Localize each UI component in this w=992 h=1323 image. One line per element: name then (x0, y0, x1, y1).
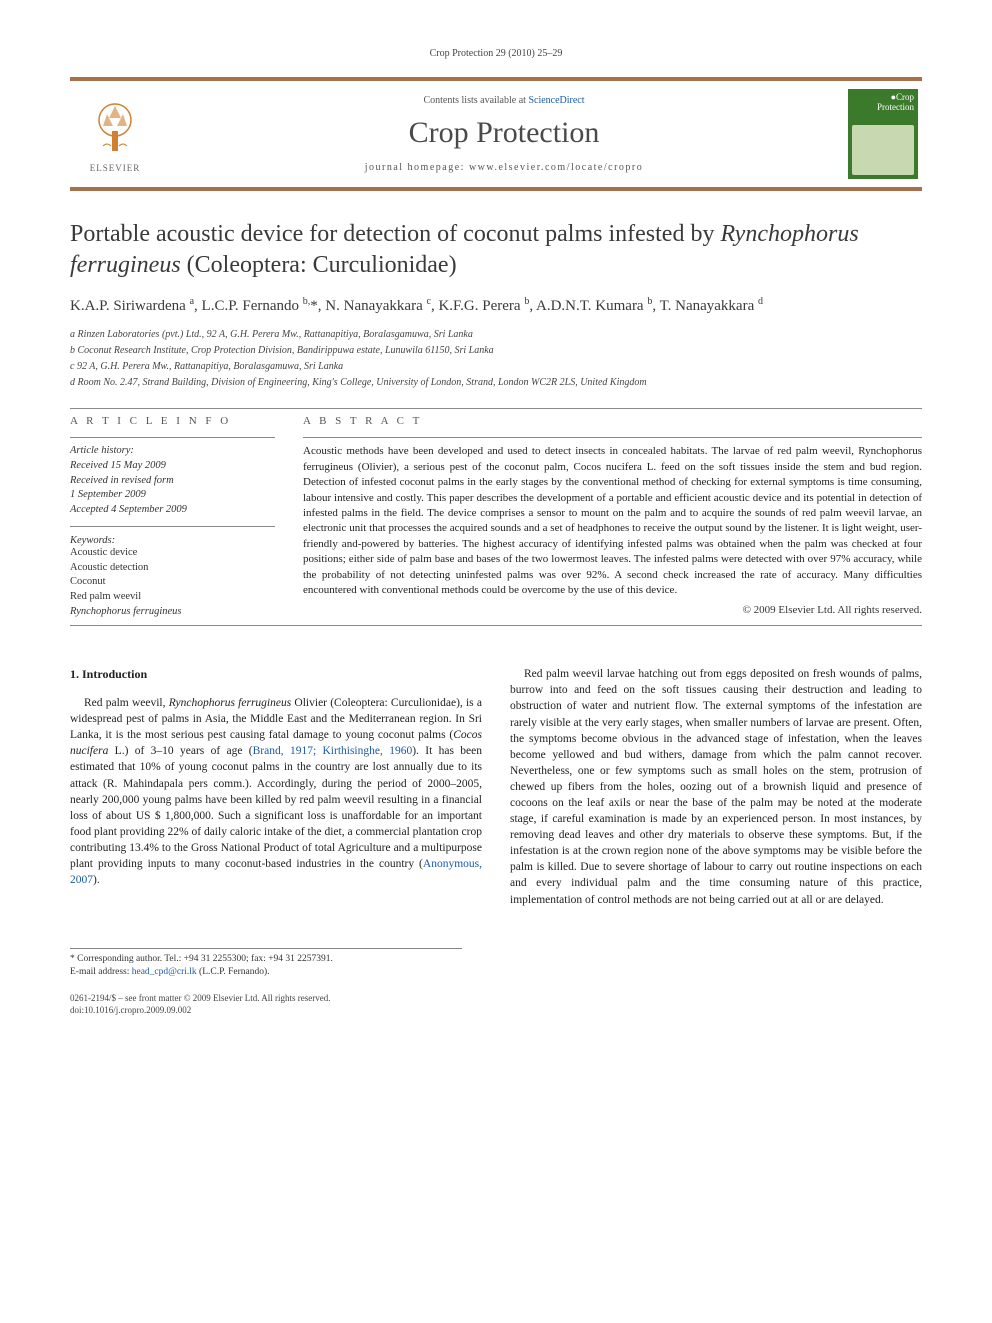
elsevier-logo: ELSEVIER (70, 96, 160, 173)
history-revised-date: 1 September 2009 (70, 488, 275, 503)
footnotes: * Corresponding author. Tel.: +94 31 225… (70, 948, 462, 980)
divider (70, 625, 922, 626)
running-header: Crop Protection 29 (2010) 25–29 (70, 48, 922, 59)
keyword-species: Rynchophorus ferrugineus (70, 605, 275, 620)
email-suffix: (L.C.P. Fernando). (197, 967, 270, 977)
page-root: Crop Protection 29 (2010) 25–29 ELSEVIER… (0, 0, 992, 1057)
sciencedirect-link[interactable]: ScienceDirect (528, 95, 584, 106)
affiliation-d: d Room No. 2.47, Strand Building, Divisi… (70, 375, 922, 390)
email-label: E-mail address: (70, 967, 132, 977)
contents-prefix: Contents lists available at (423, 95, 528, 106)
affiliation-b: b Coconut Research Institute, Crop Prote… (70, 343, 922, 358)
text: ). It has been estimated that 10% of you… (70, 745, 482, 870)
article-title: Portable acoustic device for detection o… (70, 219, 922, 281)
keywords-label: Keywords: (70, 535, 275, 546)
journal-title: Crop Protection (160, 116, 848, 150)
copyright-line: © 2009 Elsevier Ltd. All rights reserved… (303, 604, 922, 616)
citation-link[interactable]: Brand, 1917; Kirthisinghe, 1960 (253, 745, 413, 757)
body-col-left: 1. Introduction Red palm weevil, Rynchop… (70, 666, 482, 907)
keyword: Acoustic device (70, 546, 275, 561)
article-info-col: A R T I C L E I N F O Article history: R… (70, 415, 275, 619)
doi-line: doi:10.1016/j.cropro.2009.09.002 (70, 1005, 922, 1017)
keyword: Red palm weevil (70, 590, 275, 605)
history-accepted: Accepted 4 September 2009 (70, 503, 275, 518)
species-name: Rynchophorus ferrugineus (169, 697, 291, 709)
keywords-list: Acoustic device Acoustic detection Cocon… (70, 546, 275, 619)
body-columns: 1. Introduction Red palm weevil, Rynchop… (70, 666, 922, 907)
body-col-right: Red palm weevil larvae hatching out from… (510, 666, 922, 907)
elsevier-tree-icon (85, 96, 145, 156)
history-label: Article history: (70, 444, 275, 459)
cover-inner-art (852, 125, 914, 175)
journal-header-box: ELSEVIER Contents lists available at Sci… (70, 77, 922, 191)
divider (70, 437, 275, 438)
header-center: Contents lists available at ScienceDirec… (160, 95, 848, 173)
divider (70, 408, 922, 409)
cover-label-bottom: Protection (852, 103, 914, 113)
email-line: E-mail address: head_cpd@cri.lk (L.C.P. … (70, 966, 462, 979)
affiliations: a Rinzen Laboratories (pvt.) Ltd., 92 A,… (70, 327, 922, 390)
homepage-url: www.elsevier.com/locate/cropro (469, 162, 643, 173)
text: ). (93, 874, 100, 886)
affiliation-a: a Rinzen Laboratories (pvt.) Ltd., 92 A,… (70, 327, 922, 342)
intro-paragraph-2: Red palm weevil larvae hatching out from… (510, 666, 922, 907)
elsevier-label: ELSEVIER (78, 163, 152, 173)
homepage-prefix: journal homepage: (365, 162, 469, 173)
abstract-label: A B S T R A C T (303, 415, 922, 427)
intro-paragraph-1: Red palm weevil, Rynchophorus ferrugineu… (70, 695, 482, 888)
bottom-publication-info: 0261-2194/$ – see front matter © 2009 El… (70, 993, 922, 1016)
homepage-line: journal homepage: www.elsevier.com/locat… (160, 162, 848, 173)
article-info-label: A R T I C L E I N F O (70, 415, 275, 427)
info-abstract-row: A R T I C L E I N F O Article history: R… (70, 415, 922, 619)
text: L.) of 3–10 years of age ( (108, 745, 252, 757)
article-history: Article history: Received 15 May 2009 Re… (70, 444, 275, 526)
intro-heading: 1. Introduction (70, 666, 482, 683)
keyword: Acoustic detection (70, 561, 275, 576)
history-revised: Received in revised form (70, 474, 275, 489)
text: Red palm weevil, (84, 697, 169, 709)
issn-line: 0261-2194/$ – see front matter © 2009 El… (70, 993, 922, 1005)
abstract-text: Acoustic methods have been developed and… (303, 444, 922, 598)
authors-line: K.A.P. Siriwardena a, L.C.P. Fernando b,… (70, 295, 922, 317)
corresponding-author: * Corresponding author. Tel.: +94 31 225… (70, 953, 462, 966)
journal-cover-thumb: ●Crop Protection (848, 89, 918, 179)
title-pre: Portable acoustic device for detection o… (70, 221, 720, 247)
history-received: Received 15 May 2009 (70, 459, 275, 474)
contents-line: Contents lists available at ScienceDirec… (160, 95, 848, 106)
title-post: (Coleoptera: Curculionidae) (181, 252, 457, 278)
divider (303, 437, 922, 438)
affiliation-c: c 92 A, G.H. Perera Mw., Rattanapitiya, … (70, 359, 922, 374)
abstract-col: A B S T R A C T Acoustic methods have be… (303, 415, 922, 619)
keyword: Coconut (70, 575, 275, 590)
email-link[interactable]: head_cpd@cri.lk (132, 967, 197, 977)
